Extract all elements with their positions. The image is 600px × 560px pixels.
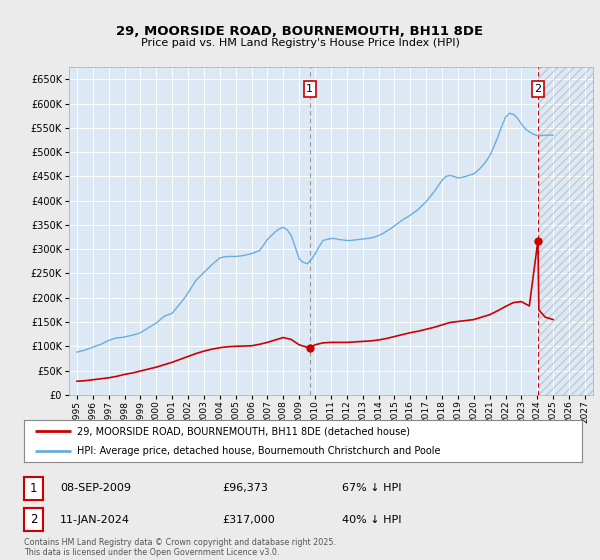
Text: 2: 2 <box>30 513 37 526</box>
Text: 67% ↓ HPI: 67% ↓ HPI <box>342 483 401 493</box>
Text: Contains HM Land Registry data © Crown copyright and database right 2025.
This d: Contains HM Land Registry data © Crown c… <box>24 538 336 557</box>
Text: 2: 2 <box>535 84 541 94</box>
Text: 11-JAN-2024: 11-JAN-2024 <box>60 515 130 525</box>
Text: Price paid vs. HM Land Registry's House Price Index (HPI): Price paid vs. HM Land Registry's House … <box>140 38 460 48</box>
Text: 08-SEP-2009: 08-SEP-2009 <box>60 483 131 493</box>
Text: 1: 1 <box>306 84 313 94</box>
Text: 29, MOORSIDE ROAD, BOURNEMOUTH, BH11 8DE (detached house): 29, MOORSIDE ROAD, BOURNEMOUTH, BH11 8DE… <box>77 426 410 436</box>
Text: 40% ↓ HPI: 40% ↓ HPI <box>342 515 401 525</box>
Text: HPI: Average price, detached house, Bournemouth Christchurch and Poole: HPI: Average price, detached house, Bour… <box>77 446 440 456</box>
Text: £317,000: £317,000 <box>222 515 275 525</box>
Text: 1: 1 <box>30 482 37 495</box>
Bar <box>538 67 593 395</box>
Text: 29, MOORSIDE ROAD, BOURNEMOUTH, BH11 8DE: 29, MOORSIDE ROAD, BOURNEMOUTH, BH11 8DE <box>116 25 484 38</box>
Text: £96,373: £96,373 <box>222 483 268 493</box>
